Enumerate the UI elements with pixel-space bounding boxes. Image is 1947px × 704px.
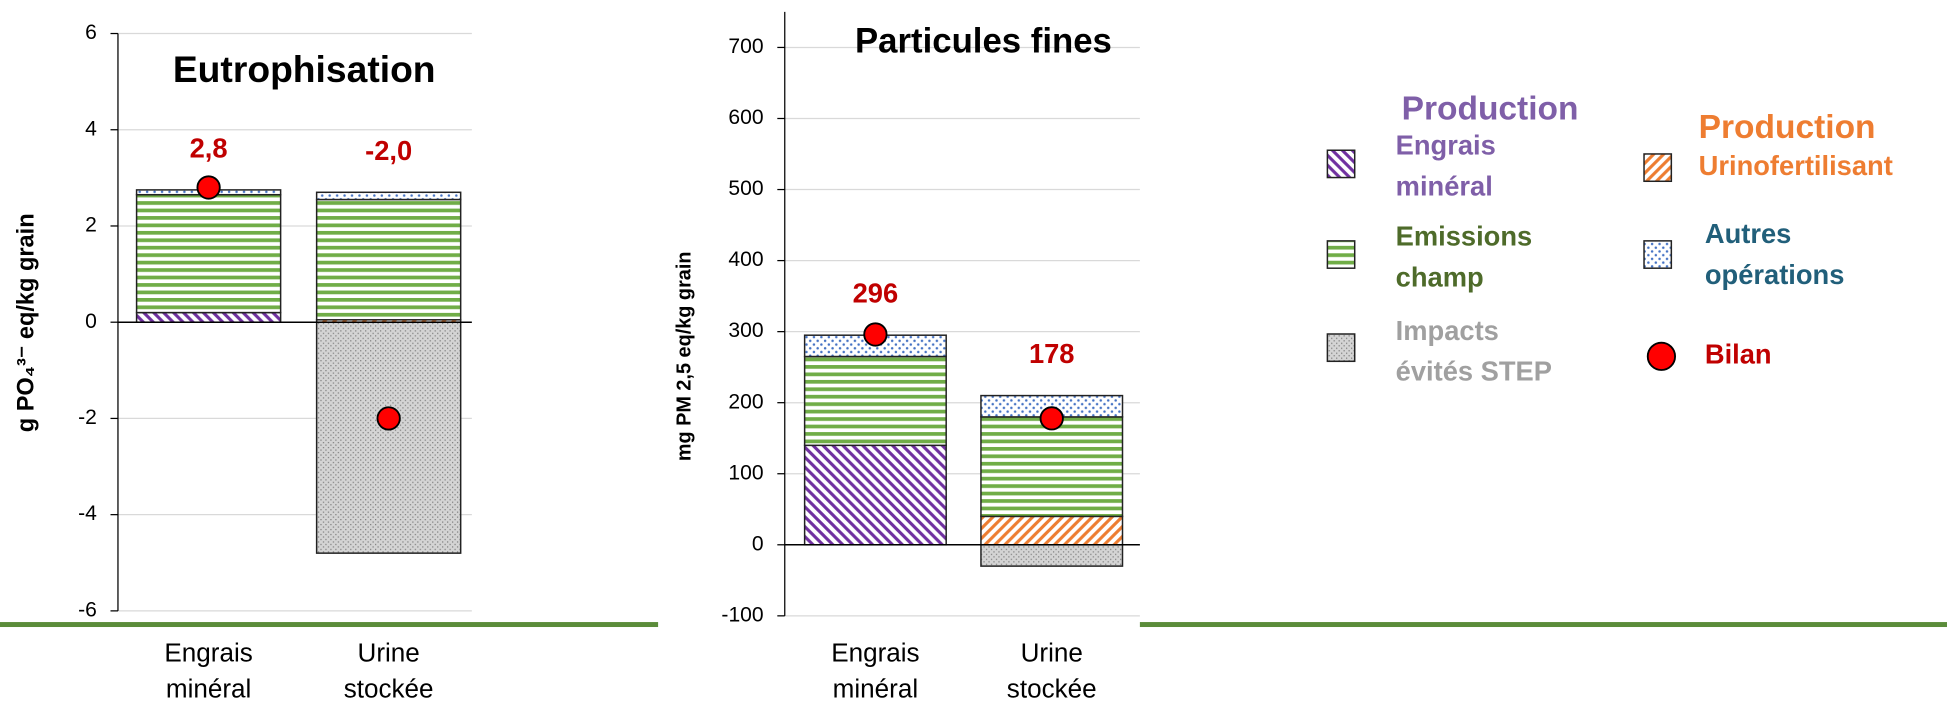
- legend-label: Engrais minéral: [1396, 130, 1496, 202]
- bar-segment: [315, 198, 462, 321]
- legend-marker: [1646, 341, 1676, 371]
- bar-segment: [135, 311, 282, 323]
- y-tick-label: 300: [728, 319, 763, 342]
- x-tick-label: Urine stockée: [1007, 637, 1097, 703]
- y-tick-label: -6: [78, 598, 97, 621]
- legend-label: Autres opérations: [1705, 218, 1845, 290]
- divider: [1139, 622, 1947, 628]
- bar-segment: [980, 515, 1124, 546]
- bar-segment: [315, 321, 462, 554]
- bar-segment: [980, 416, 1124, 518]
- legend-swatch: [1643, 153, 1673, 183]
- bar-segment: [803, 355, 947, 447]
- y-tick-label: 500: [728, 177, 763, 200]
- x-tick-label: Engrais minéral: [831, 637, 919, 703]
- y-tick-label: -2: [78, 406, 97, 429]
- y-tick-label: -100: [721, 603, 763, 626]
- value-label: 296: [853, 278, 899, 309]
- balance-marker: [196, 175, 221, 200]
- y-tick-label: 400: [728, 248, 763, 271]
- legend-group: Production: [1699, 109, 1876, 146]
- x-tick-label: Engrais minéral: [164, 637, 252, 703]
- balance-marker: [863, 322, 888, 347]
- y-tick-label: 200: [728, 390, 763, 413]
- y-axis-label: mg PM 2,5 eq/kg grain: [674, 252, 696, 462]
- legend-swatch: [1326, 240, 1356, 269]
- value-label: 2,8: [190, 132, 228, 163]
- y-tick-label: 0: [85, 310, 97, 333]
- chart-title: Particules fines: [855, 23, 1112, 61]
- y-axis-label: g PO₄³⁻ eq/kg grain: [13, 213, 39, 432]
- legend-group: Production: [1402, 90, 1579, 127]
- value-label: 178: [1029, 338, 1075, 369]
- balance-marker: [1039, 406, 1064, 431]
- y-tick-label: 0: [752, 532, 764, 555]
- y-tick-label: 4: [85, 117, 97, 140]
- value-label: -2,0: [365, 135, 412, 166]
- divider: [0, 622, 659, 628]
- y-tick-label: 700: [728, 35, 763, 58]
- legend-label: Bilan: [1705, 339, 1772, 370]
- y-tick-label: 2: [85, 214, 97, 237]
- bar-segment: [315, 191, 462, 201]
- chart-title: Eutrophisation: [173, 48, 436, 90]
- y-tick-label: 6: [85, 21, 97, 44]
- legend-label: Urinofertilisant: [1699, 150, 1893, 181]
- legend-swatch: [1643, 240, 1673, 269]
- legend-label: Emissions champ: [1396, 221, 1533, 293]
- legend-swatch: [1326, 333, 1356, 363]
- bar-segment: [135, 193, 282, 314]
- y-tick-label: -4: [78, 502, 97, 525]
- bar-segment: [803, 444, 947, 546]
- legend-label: Impacts évités STEP: [1396, 315, 1552, 387]
- balance-marker: [376, 406, 401, 431]
- x-tick-label: Urine stockée: [344, 637, 434, 703]
- y-tick-label: 600: [728, 106, 763, 129]
- bar-segment: [980, 544, 1124, 567]
- y-tick-label: 100: [728, 461, 763, 484]
- legend-swatch: [1326, 149, 1356, 179]
